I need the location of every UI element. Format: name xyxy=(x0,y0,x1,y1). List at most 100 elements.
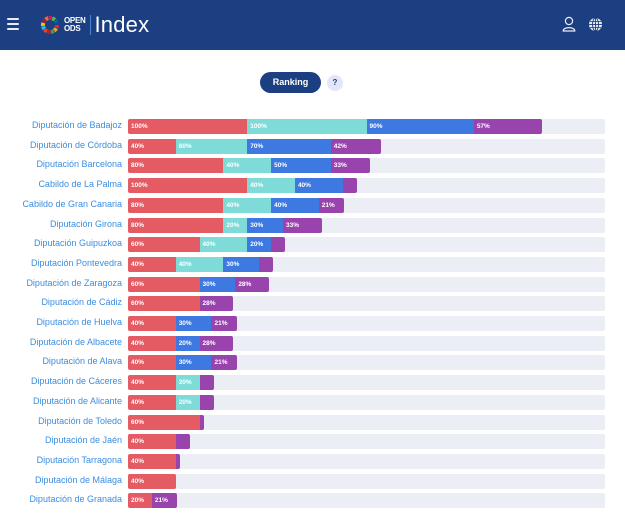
row-label[interactable]: Diputación de Cáceres xyxy=(30,376,122,387)
bar-segment[interactable]: 60% xyxy=(175,138,248,154)
bar-segment[interactable]: 30% xyxy=(175,316,212,331)
open-ods-index-logo[interactable]: OPEN ODS Index xyxy=(40,12,149,37)
ranking-button[interactable]: Ranking xyxy=(260,72,321,93)
help-button[interactable]: ? xyxy=(327,75,343,91)
bar-segment[interactable]: 20% xyxy=(223,217,248,233)
bar-segment[interactable]: 100% xyxy=(247,119,367,134)
bar-segment[interactable]: 40% xyxy=(128,335,176,351)
bar-segment[interactable]: 70% xyxy=(247,138,331,154)
row-label[interactable]: Diputación de Alicante xyxy=(32,395,122,406)
bar-segment[interactable]: 40% xyxy=(247,178,295,194)
hamburger-menu-icon[interactable] xyxy=(7,18,19,30)
row-label[interactable]: Diputación Girona xyxy=(49,218,122,229)
row-label[interactable]: Diputación Barcelona xyxy=(36,159,122,170)
row-label[interactable]: Cabildo de Gran Canaria xyxy=(22,198,122,209)
bar-segment[interactable]: 40% xyxy=(128,453,176,469)
bar-segment[interactable]: 40% xyxy=(128,434,176,450)
bar-segment[interactable]: 40% xyxy=(128,394,176,410)
bar-segment[interactable]: 60% xyxy=(128,414,200,430)
row-label[interactable]: Diputación de Jaén xyxy=(44,435,122,446)
bar-segment[interactable]: 40% xyxy=(271,197,319,213)
bar-segment[interactable]: 40% xyxy=(294,178,343,194)
bar-segment[interactable]: 40% xyxy=(128,256,176,272)
bar-segment[interactable]: 80% xyxy=(128,197,224,213)
bar-segment[interactable]: 40% xyxy=(223,158,272,174)
bar-segment[interactable]: 21% xyxy=(151,493,177,509)
row-label[interactable]: Diputación de Córdoba xyxy=(29,139,122,150)
row-label[interactable]: Diputación de Cádiz xyxy=(41,297,122,308)
bar-segment[interactable] xyxy=(199,394,214,410)
bar-segment-label: 40% xyxy=(131,438,145,446)
top-navigation-bar: OPEN ODS Index xyxy=(0,0,625,50)
bar-segment-label: 100% xyxy=(250,123,267,130)
bar-segment[interactable]: 100% xyxy=(128,178,248,194)
bar-segment[interactable]: 42% xyxy=(330,138,381,154)
bar-segment[interactable]: 20% xyxy=(175,335,200,351)
bar-segment[interactable] xyxy=(199,414,205,430)
row-label[interactable]: Diputación de Granada xyxy=(29,494,122,505)
bar-segment-label: 60% xyxy=(131,300,145,308)
bar-segment[interactable]: 20% xyxy=(247,237,272,253)
row-label[interactable]: Diputación de Huelva xyxy=(36,317,122,327)
bar-segment[interactable]: 21% xyxy=(211,355,237,371)
bar-segment[interactable]: 28% xyxy=(199,296,233,312)
bar-segment[interactable]: 40% xyxy=(223,197,272,213)
row-label[interactable]: Diputación Guipuzkoa xyxy=(33,238,122,249)
bar-segment-label: 20% xyxy=(178,379,192,387)
bar-segment[interactable]: 30% xyxy=(247,217,284,233)
bar-segment[interactable]: 40% xyxy=(199,237,248,253)
user-icon[interactable] xyxy=(562,16,576,32)
row-label[interactable]: Diputación Tarragona xyxy=(36,454,122,465)
bar-segment[interactable]: 33% xyxy=(330,158,371,174)
bar-segment[interactable]: 33% xyxy=(283,217,323,233)
bar-segment[interactable]: 20% xyxy=(175,394,200,410)
bar-segment[interactable]: 40% xyxy=(128,375,176,391)
bar-segment[interactable]: 28% xyxy=(199,335,233,351)
bar-segment[interactable]: 21% xyxy=(318,197,344,213)
bar-segment[interactable]: 60% xyxy=(128,276,200,292)
row-label[interactable]: Diputación de Zaragoza xyxy=(26,277,122,288)
bar-segment[interactable]: 30% xyxy=(175,355,212,371)
bar-segment[interactable]: 60% xyxy=(128,296,200,312)
row-label[interactable]: Diputación de Málaga xyxy=(34,474,122,485)
bar-segment[interactable]: 90% xyxy=(366,119,474,134)
bar-segment-label: 100% xyxy=(131,123,148,130)
bar-segment[interactable]: 20% xyxy=(128,493,152,509)
bar-segment[interactable]: 40% xyxy=(128,138,176,154)
bar-segment[interactable]: 50% xyxy=(271,158,331,174)
bar-segment-label: 50% xyxy=(274,162,288,170)
bar-segment[interactable]: 30% xyxy=(199,276,236,292)
bar-segment[interactable]: 28% xyxy=(235,276,269,292)
row-label[interactable]: Diputación de Badajoz xyxy=(31,120,122,130)
bar-segment[interactable]: 21% xyxy=(211,316,237,331)
row-label[interactable]: Cabildo de La Palma xyxy=(38,179,122,190)
bar-segment[interactable]: 40% xyxy=(128,316,176,331)
bar-segment[interactable]: 40% xyxy=(128,473,176,489)
bar-segment-label: 40% xyxy=(178,260,192,268)
bar-segment[interactable]: 80% xyxy=(128,158,224,174)
bar-segment[interactable]: 57% xyxy=(473,119,542,134)
bar-segment-label: 40% xyxy=(131,359,145,367)
bar-segment[interactable] xyxy=(199,375,214,391)
bar-segment[interactable]: 100% xyxy=(128,119,248,134)
bar-segment[interactable]: 80% xyxy=(128,217,224,233)
bar-segment[interactable]: 30% xyxy=(223,256,260,272)
bar-segment[interactable] xyxy=(175,453,181,469)
bar-segment[interactable]: 40% xyxy=(128,355,176,371)
bar-segment[interactable] xyxy=(259,256,274,272)
logo-divider xyxy=(90,15,92,35)
row-label[interactable]: Diputación de Toledo xyxy=(38,415,122,426)
bar-segment-label: 20% xyxy=(226,221,240,229)
bar-segment[interactable]: 20% xyxy=(175,375,200,391)
row-label[interactable]: Diputación Pontevedra xyxy=(30,257,122,268)
bar-track: 20% 21% xyxy=(128,493,605,509)
bar-segment[interactable] xyxy=(271,237,286,253)
bar-segment[interactable]: 60% xyxy=(128,237,200,253)
bar-segment[interactable] xyxy=(175,434,190,450)
globe-icon[interactable] xyxy=(588,17,603,32)
row-label[interactable]: Diputación de Alava xyxy=(42,356,122,367)
row-label[interactable]: Diputación de Albacete xyxy=(29,336,122,347)
bar-segment-label: 40% xyxy=(131,339,145,347)
bar-segment[interactable] xyxy=(342,178,357,194)
bar-segment[interactable]: 40% xyxy=(175,256,224,272)
